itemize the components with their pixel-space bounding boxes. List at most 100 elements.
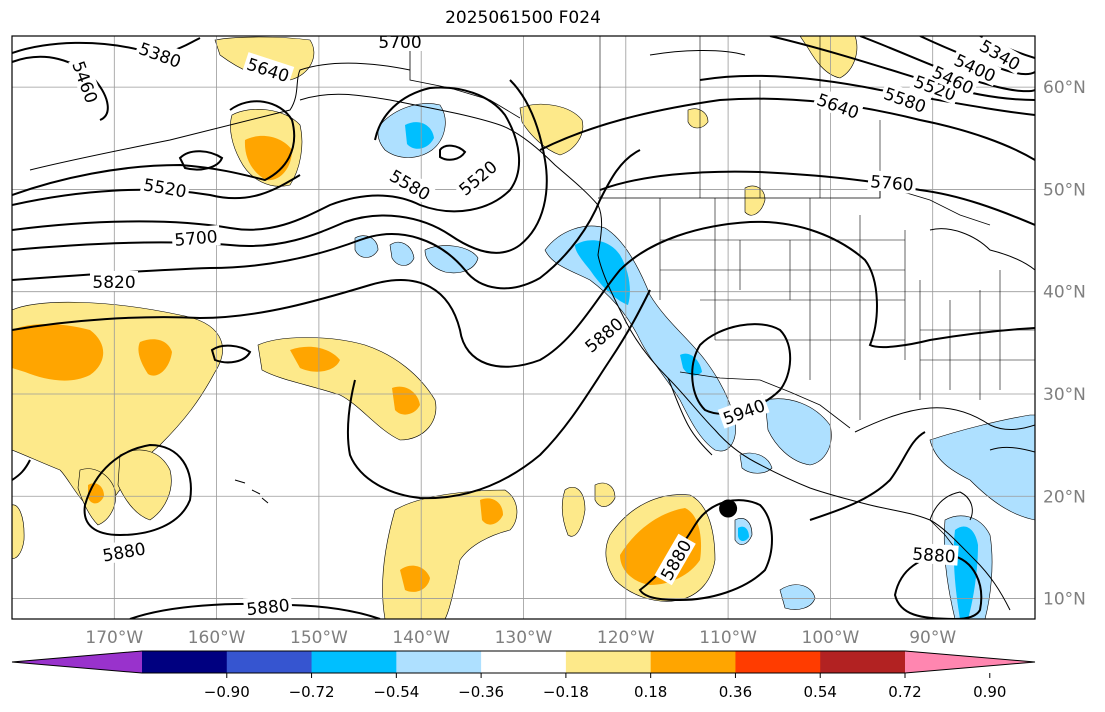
colorbar-tick-label: −0.72 [289, 683, 335, 701]
anomaly-positive-strong-region [138, 339, 172, 376]
storm-center-marker [719, 499, 738, 518]
contour-label: 5760 [869, 172, 914, 196]
anomaly-positive-region [117, 449, 172, 521]
longitude-label: 150°W [290, 628, 348, 648]
colorbar-segment [226, 651, 313, 673]
us-mexico-border [679, 371, 851, 429]
colorbar [11, 650, 1036, 674]
colorbar-segment [650, 651, 736, 673]
colorbar-extend-high [905, 651, 1035, 673]
contour-line [12, 459, 31, 481]
anomaly-positive-region [561, 487, 586, 537]
latitude-label: 30°N [1043, 385, 1086, 405]
anomaly-positive-region [257, 337, 437, 441]
map-frame [11, 35, 1036, 620]
contour-labels: 5380 5700 5640 5460 5520 5580 [67, 33, 1027, 620]
contour-line [12, 220, 1035, 368]
alaska-coastline [29, 62, 411, 171]
contour-label: 5880 [246, 596, 291, 620]
coastlines [29, 36, 1035, 611]
great-lakes-coastline [929, 228, 1035, 271]
anomaly-negative-strong-region [738, 526, 749, 542]
hawaii-islands [234, 479, 269, 504]
colorbar-segment [481, 651, 567, 673]
contour-line [439, 144, 467, 161]
colorbar-tick-label: −0.54 [373, 683, 419, 701]
longitude-label: 120°W [597, 628, 655, 648]
colorbar-tick-label: 0.90 [973, 683, 1006, 701]
contour-label: 5820 [92, 273, 135, 293]
colorbar-tick-labels: −0.90 −0.72 −0.54 −0.36 −0.18 0.18 0.36 0.54 0.7… [204, 673, 1006, 701]
map-area: 5380 5700 5640 5460 5520 5580 [12, 33, 1035, 620]
colorbar-segment [396, 651, 482, 673]
anomaly-positive-strong-region [290, 346, 340, 372]
mexico-guatemala-border [929, 519, 956, 549]
anomaly-negative-region [424, 245, 479, 274]
anomaly-negative-region [764, 398, 832, 466]
colorbar-tick-label: 0.36 [719, 683, 752, 701]
anomaly-negative-strong-region [575, 240, 630, 305]
contour-line [12, 37, 201, 54]
latitude-label: 40°N [1043, 283, 1086, 303]
longitude-label: 160°W [188, 628, 246, 648]
latitude-label: 60°N [1043, 78, 1086, 98]
colorbar-segment [311, 651, 397, 673]
colorbar-tick-label: 0.72 [888, 683, 921, 701]
longitude-label: 170°W [85, 628, 143, 648]
contour-line [346, 289, 651, 500]
contour-label: 5880 [912, 545, 957, 568]
contour-line [210, 344, 252, 364]
gulf-of-mexico-coastline [854, 407, 1035, 433]
north-america-coastline [299, 93, 1011, 611]
latitude-labels: 10°N 20°N 30°N 40°N 50°N 60°N [1043, 78, 1086, 609]
cuba-coastline [989, 446, 1035, 453]
colorbar-segment [565, 651, 652, 673]
longitude-label: 90°W [909, 628, 956, 648]
anomaly-positive-region [12, 504, 25, 559]
anomaly-positive-region [687, 108, 709, 129]
map-title: 2025061500 F024 [445, 8, 601, 28]
colorbar-tick-label: 0.18 [634, 683, 667, 701]
yucatan-coastline [929, 491, 973, 521]
contour-label: 5700 [378, 33, 421, 53]
anomaly-shading [12, 36, 1035, 619]
colorbar-tick-label: −0.18 [543, 683, 589, 701]
longitude-labels: 170°W 160°W 150°W 140°W 130°W 120°W 110°W 100°W… [85, 628, 956, 648]
colorbar-segment [735, 651, 821, 673]
contour-label: 5520 [142, 175, 188, 202]
anomaly-positive-region [744, 185, 766, 216]
anomaly-negative-region [389, 241, 415, 266]
contour-line [12, 86, 521, 231]
contour-line [539, 97, 1035, 161]
anomaly-negative-strong-region [405, 122, 434, 149]
contour-line [638, 499, 773, 602]
longitude-label: 130°W [495, 628, 553, 648]
latitude-label: 50°N [1043, 180, 1086, 200]
contour-label: 5700 [174, 227, 219, 251]
anomaly-positive-strong-region [400, 565, 430, 592]
anomaly-positive-strong-region [480, 498, 503, 525]
contour-line [599, 170, 1035, 226]
colorbar-tick-label: 0.54 [804, 683, 837, 701]
anomaly-positive-region [519, 103, 584, 156]
contour-line [859, 36, 1035, 93]
us-state-borders [659, 198, 1035, 420]
anomaly-negative-strong-region [680, 353, 702, 376]
contour-line [12, 149, 641, 290]
colorbar-segment [142, 651, 228, 673]
longitude-label: 140°W [392, 628, 450, 648]
latitude-label: 10°N [1043, 590, 1086, 610]
latitude-label: 20°N [1043, 487, 1086, 507]
hudson-bay-coastline [649, 50, 746, 56]
anomaly-negative-region [779, 584, 816, 610]
contour-line [83, 443, 192, 537]
longitude-label: 100°W [802, 628, 860, 648]
colorbar-outline [11, 650, 1036, 674]
contour-label: 5880 [101, 539, 147, 566]
contour-line [691, 323, 792, 415]
contour-line [12, 174, 301, 206]
colorbar-segment [820, 651, 906, 673]
anomaly-negative-region [929, 414, 1035, 521]
baja-california-coastline [667, 377, 713, 456]
